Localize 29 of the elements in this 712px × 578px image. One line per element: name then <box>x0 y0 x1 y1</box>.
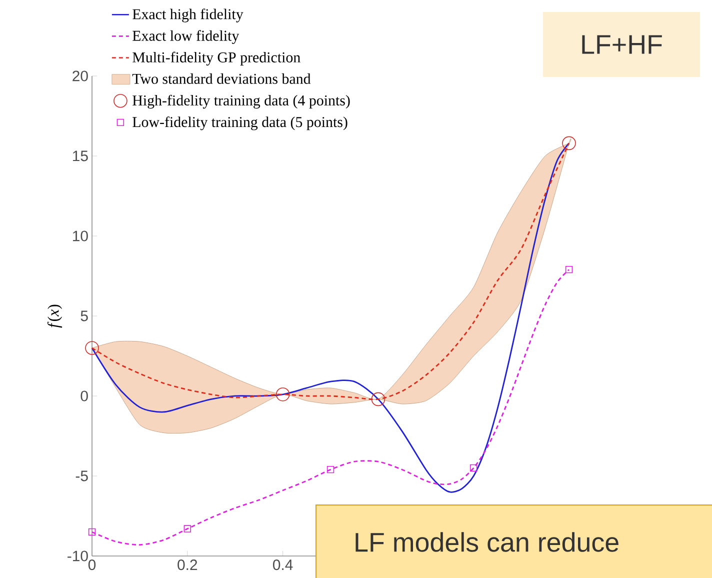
y-tick-label: 15 <box>73 150 88 162</box>
text: LF+HF <box>582 35 662 54</box>
point <box>85 341 99 355</box>
y-axis-title: f(x) <box>47 304 62 328</box>
legend-label: Exact high fidelity <box>132 8 244 22</box>
x-tick-label: 0.2 <box>178 560 198 570</box>
line-series <box>91 142 570 493</box>
point <box>184 525 192 532</box>
legend-label: High-fidelity training data (4 points) <box>132 94 350 109</box>
point <box>562 136 576 150</box>
point <box>470 464 478 472</box>
point <box>326 466 334 474</box>
x-tick-label: 0 <box>88 560 96 570</box>
y-tick-label: 20 <box>72 70 88 82</box>
y-tick-label: 10 <box>73 230 88 242</box>
y-tick-label: 5 <box>80 310 88 322</box>
legend-label: Multi-fidelity GP prediction <box>132 52 300 66</box>
x-tick-label: 0.4 <box>273 560 293 570</box>
legend-label: Exact low fidelity <box>132 30 240 44</box>
legend-label: Low-fidelity training data (5 points) <box>132 116 348 130</box>
point <box>565 266 573 274</box>
annotation: Two standard deviations band <box>132 73 311 84</box>
y-tick-label: 0 <box>80 390 88 402</box>
point <box>371 392 386 406</box>
annotation: LF models can reduce <box>356 532 618 552</box>
y-tick-label: -10 <box>68 550 88 562</box>
y-tick-label: -5 <box>76 470 88 482</box>
point <box>276 387 290 402</box>
point <box>88 528 96 536</box>
